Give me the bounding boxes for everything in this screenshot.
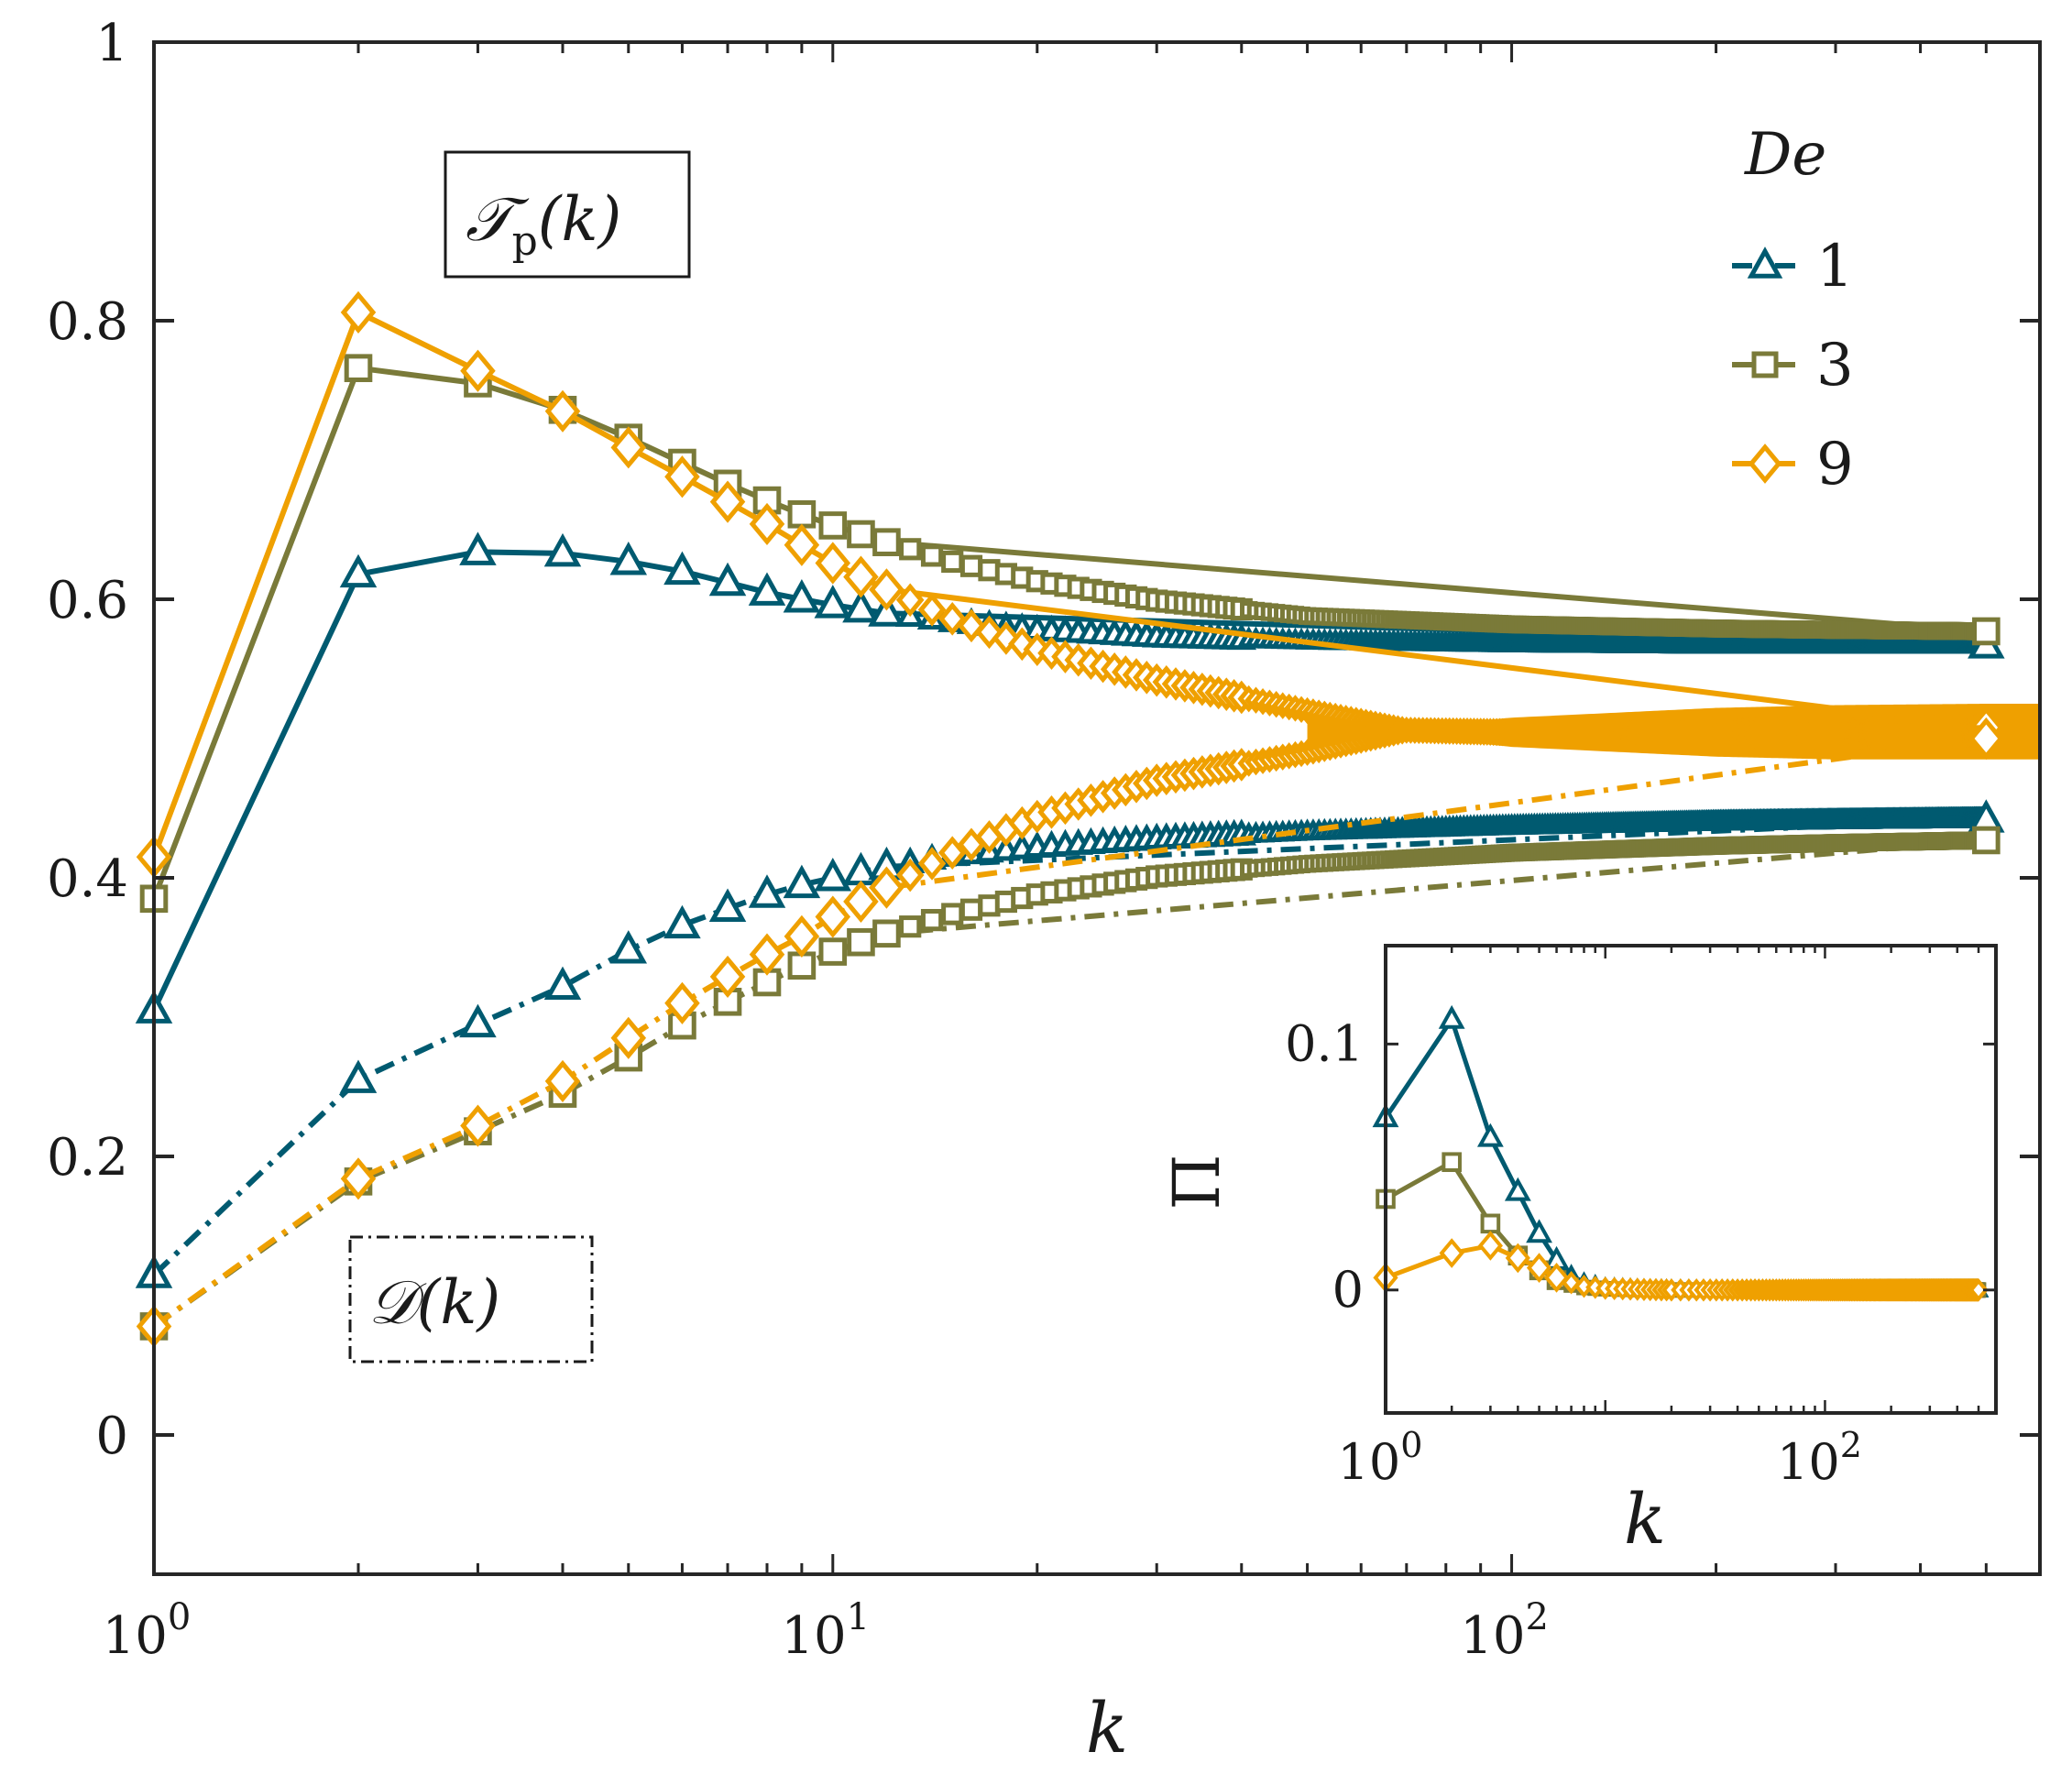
svg-text:𝒯p(k): 𝒯p(k) — [466, 184, 621, 265]
legend-label: 3 — [1816, 332, 1854, 400]
data-point — [941, 550, 964, 574]
series-T-De=1 — [135, 531, 2005, 1024]
data-point — [783, 579, 821, 613]
data-point — [899, 538, 922, 561]
y-tick-label: 0.4 — [47, 849, 128, 909]
data-point — [847, 927, 875, 957]
data-point — [708, 562, 747, 597]
dissipation-annotation: 𝒟(k) — [348, 1235, 594, 1363]
data-point — [663, 904, 701, 939]
data-point — [959, 898, 983, 921]
data-point — [708, 888, 747, 922]
series-T-De=3 — [139, 354, 2001, 914]
data-point — [748, 874, 786, 908]
data-point — [663, 551, 701, 586]
data-point — [899, 915, 922, 938]
data-point — [917, 593, 947, 627]
data-point — [748, 572, 786, 606]
data-point — [920, 908, 944, 932]
data-point — [459, 531, 497, 565]
inset-y-tick-label: 0 — [1332, 1261, 1364, 1319]
x-axis-label: k — [1086, 1687, 1128, 1769]
data-point — [543, 966, 582, 1001]
data-point — [842, 588, 880, 623]
data-point — [787, 499, 817, 529]
data-point — [872, 528, 901, 556]
data-point — [459, 1003, 497, 1038]
data-point — [814, 858, 852, 892]
data-point — [1972, 617, 2001, 646]
data-point — [752, 968, 782, 997]
legend-marker — [1751, 351, 1779, 378]
inset-data-point — [1442, 1152, 1462, 1173]
data-point — [941, 903, 964, 925]
y-tick-label: 0.8 — [47, 292, 128, 352]
data-point — [959, 554, 983, 577]
transfer-annotation: 𝒯p(k) — [444, 150, 691, 279]
main-plot-data — [135, 290, 2040, 1348]
data-point — [609, 542, 648, 575]
y-tick-label: 0.6 — [47, 571, 128, 630]
inset-x-label: k — [1624, 1478, 1666, 1560]
data-point — [818, 937, 848, 966]
svg-text:𝒟(k): 𝒟(k) — [368, 1267, 500, 1338]
data-point — [609, 930, 648, 964]
data-point — [818, 511, 848, 540]
inset-data-point — [1480, 1213, 1501, 1234]
data-point — [783, 864, 821, 899]
data-point — [895, 583, 925, 618]
inset-y-label: Π — [1159, 1154, 1234, 1210]
legend-title: De — [1744, 121, 1826, 189]
data-point — [543, 532, 582, 567]
data-point — [344, 354, 373, 382]
data-point — [920, 544, 944, 567]
series-D-De=3 — [139, 826, 2001, 1341]
y-tick-label: 0 — [95, 1407, 128, 1466]
data-point — [339, 553, 378, 588]
data-point — [868, 593, 905, 627]
y-tick-label: 0.2 — [47, 1128, 128, 1188]
y-tick-label: 1 — [95, 14, 128, 73]
data-point — [339, 1059, 378, 1093]
data-point — [1972, 826, 2001, 855]
data-point — [814, 585, 852, 619]
legend-label: 1 — [1816, 233, 1854, 301]
data-point — [872, 919, 901, 948]
legend-label: 9 — [1816, 431, 1854, 498]
inset-y-tick-label: 0.1 — [1285, 1014, 1364, 1072]
data-point — [847, 520, 875, 549]
